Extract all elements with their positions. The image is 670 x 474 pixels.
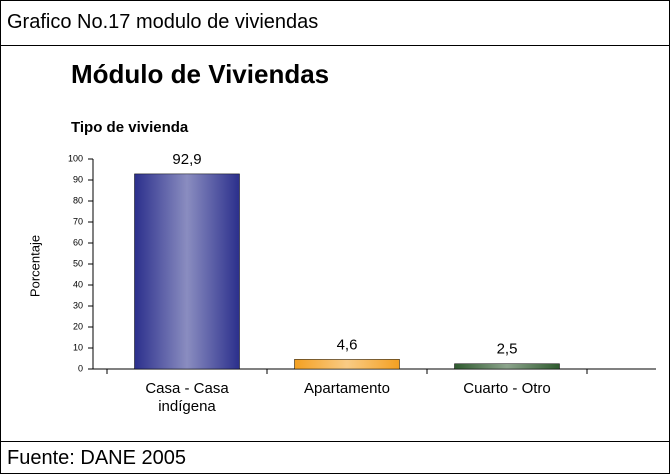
data-label: 92,9 bbox=[172, 151, 201, 168]
chart-subtitle: Tipo de vivienda bbox=[71, 119, 189, 136]
y-tick-label: 0 bbox=[78, 363, 83, 373]
bar bbox=[454, 363, 560, 370]
y-tick-label: 90 bbox=[73, 174, 83, 184]
y-tick-label: 70 bbox=[73, 216, 83, 226]
chart-title: Módulo de Viviendas bbox=[71, 59, 329, 89]
y-tick-label: 50 bbox=[73, 258, 83, 268]
divider bbox=[1, 45, 669, 46]
y-tick-label: 40 bbox=[73, 279, 83, 289]
y-tick-label: 30 bbox=[73, 300, 83, 310]
y-tick-label: 20 bbox=[73, 321, 83, 331]
x-tick-label: Casa - Casa indígena bbox=[145, 380, 229, 415]
y-axis-label: Porcentaje bbox=[27, 235, 42, 297]
data-label: 4,6 bbox=[337, 336, 358, 353]
divider bbox=[1, 441, 669, 442]
footer: Fuente: DANE 2005 bbox=[7, 447, 186, 469]
bar bbox=[294, 359, 400, 370]
data-label: 2,5 bbox=[497, 341, 518, 358]
chart: Módulo de Viviendas Tipo de vivienda Por… bbox=[27, 59, 656, 374]
x-tick-label: Apartamento bbox=[304, 380, 390, 397]
y-tick-label: 100 bbox=[68, 153, 83, 163]
y-tick-label: 80 bbox=[73, 195, 83, 205]
y-tick-label: 10 bbox=[73, 342, 83, 352]
x-tick-label: Cuarto - Otro bbox=[463, 380, 551, 397]
bar bbox=[134, 173, 240, 370]
header: Grafico No.17 modulo de viviendas bbox=[7, 11, 319, 33]
y-tick-label: 60 bbox=[73, 237, 83, 247]
